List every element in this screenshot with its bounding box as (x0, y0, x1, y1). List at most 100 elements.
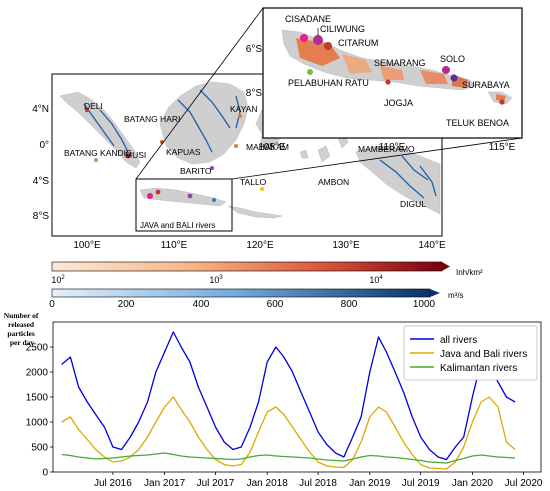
map-lon-tick-1: 110°E (161, 240, 188, 251)
map-lon-tick-3: 130°E (332, 240, 360, 251)
zoom-line-left (135, 7, 264, 180)
newguinea-land (355, 145, 441, 215)
legend: all rivers Java and Bali rivers Kalimant… (403, 325, 538, 381)
y-tick-label-5: 2500 (26, 343, 49, 354)
inset-marker-jogja (385, 79, 391, 85)
river-network (83, 89, 437, 199)
inset-label-teluk-benoa: TELUK BENOA (446, 118, 509, 128)
marker-deli (84, 107, 90, 113)
flow-tick-3: 600 (267, 299, 284, 310)
y-tick-label-1: 500 (31, 443, 48, 454)
released-particles-chart: Number of released particles per day 0 50… (4, 311, 543, 489)
zoom-line-right (231, 137, 523, 180)
inset-marker-benoa (499, 99, 505, 105)
x-tick-label-4: Jul 2018 (299, 478, 337, 489)
y-tick-label-4: 2000 (26, 368, 49, 379)
x-tick-label-6: Jul 2019 (402, 478, 440, 489)
label-digul: DIGUL (400, 199, 426, 209)
x-tick-label-7: Jan 2020 (452, 478, 494, 489)
java-bali-box (135, 178, 233, 232)
pop-unit: Inh/km² (456, 268, 483, 277)
population-colorbar-bar (51, 261, 443, 272)
pop-tick-0: 102 (51, 275, 65, 285)
label-kapuas: KAPUAS (166, 147, 201, 157)
marker-java-2 (155, 189, 161, 195)
label-batang-hari-text: BATANG HARI (124, 114, 180, 124)
x-tick-label-0: Jul 2016 (94, 478, 132, 489)
y-tick-label-3: 1500 (26, 393, 49, 404)
inset-marker-pelabuhan (307, 69, 313, 75)
inset-markers (300, 34, 505, 105)
flow-unit: m³/s (448, 291, 464, 300)
label-ambon: AMBON (318, 177, 349, 187)
nusa-land (227, 205, 283, 219)
legend-label-java-bali: Java and Bali rivers (440, 349, 527, 360)
pop-tick-1: 103 (209, 275, 223, 285)
inset-label-solo: SOLO (440, 54, 465, 64)
label-batang-kandis: BATANG KANDIS (64, 148, 132, 158)
x-tick-label-3: Jan 2018 (247, 478, 289, 489)
label-barito: BARITO (180, 166, 212, 176)
flow-tick-5: 1000 (413, 299, 436, 310)
y-axis-ticks: 0 500 1000 1500 2000 2500 (26, 343, 53, 479)
river-mouth-markers (84, 107, 264, 202)
flow-colorbar-arrow (430, 289, 440, 297)
x-tick-label-1: Jan 2017 (144, 478, 186, 489)
series-line-all (61, 331, 516, 461)
flow-tick-2: 400 (193, 299, 210, 310)
label-mahakam: MAHAKAM (246, 142, 289, 152)
y-tick-label-2: 1000 (26, 418, 49, 429)
inset-map: CISADANE CILIWUNG CITARUM SOLO SEMARANG … (246, 7, 523, 153)
flow-tick-0: 0 (49, 299, 55, 310)
kalimantan-land (159, 81, 249, 165)
inset-labels: CISADANE CILIWUNG CITARUM SOLO SEMARANG … (285, 14, 510, 128)
map-lat-tick-2: 4°S (33, 176, 50, 187)
legend-box (403, 325, 538, 381)
legend-label-kalimantan: Kalimantan rivers (440, 363, 517, 374)
label-java-bali: JAVA and BALI rivers (140, 221, 215, 230)
marker-java-1 (147, 193, 153, 199)
label-musi: MUSI (125, 150, 146, 160)
population-colorbar-ticks: 102 103 104 Inh/km² (51, 268, 483, 285)
pop-tick-2: 104 (369, 275, 383, 285)
inset-label-citarum: CITARUM (338, 38, 378, 48)
marker-mahakam (234, 144, 238, 148)
inset-lat-tick-0: 6°S (246, 44, 263, 55)
maluku-land (299, 131, 349, 163)
flow-tick-1: 200 (118, 299, 135, 310)
land-masses (59, 81, 441, 219)
series-lines (61, 331, 516, 470)
inset-marker-solo (442, 66, 450, 74)
marker-batang-kandis (94, 158, 98, 162)
sumatra-land (59, 91, 141, 169)
inset-lon-tick-0: 105°E (258, 142, 286, 153)
flow-colorbar-ticks: 0 200 400 600 800 1000 m³/s (49, 291, 463, 310)
label-tallo: TALLO (240, 177, 267, 187)
marker-java-3 (187, 193, 193, 199)
indonesia-map: 4°N 0° 4°S 8°S 100°E 110°E 120°E 130°E 1… (32, 7, 523, 251)
label-batang-hari: BATANG HARI (124, 114, 180, 124)
river-labels: DELI BATANG HARI BATANG KANDIS MUSI KAPU… (64, 101, 426, 230)
marker-musi (125, 153, 131, 159)
inset-lon-tick-1: 110°E (379, 142, 406, 153)
map-tick-labels: 4°N 0° 4°S 8°S 100°E 110°E 120°E 130°E 1… (32, 104, 446, 251)
legend-label-all-rivers: all rivers (440, 335, 477, 346)
inset-label-ciliwung: CILIWUNG (320, 24, 365, 34)
y-axis-label: Number of released particles per day (4, 311, 41, 347)
y-tick-label-0: 0 (42, 468, 48, 479)
java-land (139, 187, 227, 207)
map-lat-tick-0: 4°N (32, 104, 49, 115)
marker-tallo (260, 187, 264, 191)
inset-label-pelabuhan-ratu-text: PELABUHAN RATU (288, 78, 369, 88)
marker-kayan (238, 114, 242, 118)
inset-label-semarang: SEMARANG (374, 58, 426, 68)
map-lat-tick-1: 0° (39, 140, 49, 151)
inset-marker-citarum (324, 42, 332, 50)
flow-tick-4: 800 (341, 299, 358, 310)
inset-label-cisadane: CISADANE (285, 14, 331, 24)
x-tick-label-5: Jan 2019 (349, 478, 391, 489)
series-line-java (61, 396, 516, 470)
inset-marker-surabaya (450, 74, 458, 82)
x-tick-label-2: Jul 2017 (197, 478, 235, 489)
